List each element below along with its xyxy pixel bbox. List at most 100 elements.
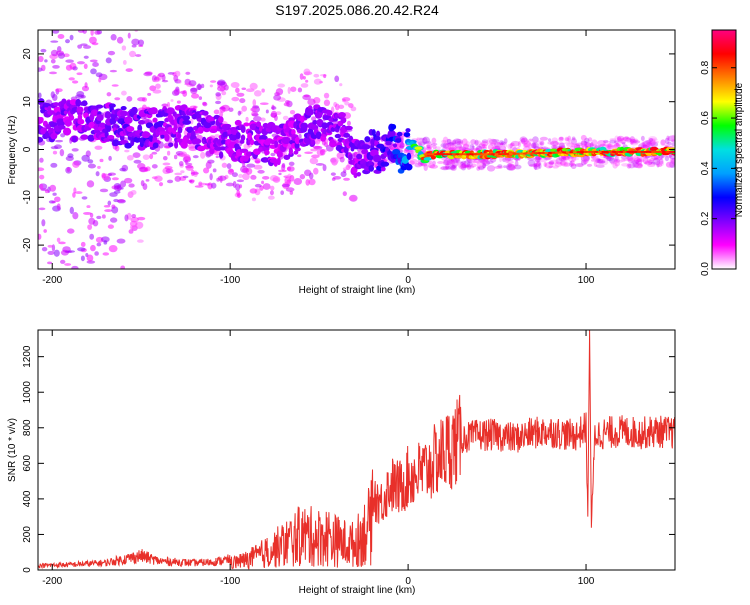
spectrogram-noise-cell <box>449 140 457 147</box>
spectrogram-noise-cell <box>583 158 588 165</box>
spectrogram-noise-cell <box>494 165 503 169</box>
spectrogram-ridge-cell <box>340 116 347 124</box>
spectrogram-noise-cell <box>659 160 664 166</box>
colorbar-ticks: 0.0 0.2 0.4 0.6 0.8 <box>700 60 736 276</box>
spectrogram-ridge-cell <box>197 126 204 134</box>
spectrogram-ridge-cell <box>234 143 240 149</box>
spectrogram-noise-cell <box>111 177 119 181</box>
spectrogram-noise-cell <box>162 155 168 161</box>
spectrogram-noise-cell <box>503 138 508 144</box>
spectrogram-ridge-core <box>640 150 646 153</box>
spectrogram-noise-cell <box>648 141 656 146</box>
spectrogram-noise-cell <box>551 144 558 150</box>
spectrogram-noise-cell <box>251 197 256 202</box>
spectrogram-noise-cell <box>242 167 250 174</box>
spectrogram-noise-cell <box>644 160 650 164</box>
spectrogram-noise-cell <box>599 143 607 147</box>
spectrogram-noise-cell <box>242 162 246 168</box>
spectrogram-ridge-cell <box>63 110 68 115</box>
spectrogram-ridge-cell <box>348 154 353 161</box>
spectrogram-noise-cell <box>636 163 643 169</box>
spectrogram-noise-cell <box>448 164 456 170</box>
spectrogram-noise-cell <box>513 164 522 170</box>
spectrogram-noise-cell <box>221 162 228 168</box>
spectrogram-noise-cell <box>450 165 456 170</box>
spectrogram-noise-cell <box>597 139 606 147</box>
spectrogram-ridge-cell <box>64 119 72 127</box>
spectrogram-noise-cell <box>488 138 498 145</box>
spectrogram-noise-cell <box>66 167 71 173</box>
spectrogram-noise-cell <box>203 167 210 174</box>
snr-x-tick-label: -200 <box>42 576 62 587</box>
spectrogram-noise-cell <box>565 137 570 141</box>
spectrogram-noise-cell <box>311 154 320 159</box>
spectrogram-ridge-cell <box>130 106 138 115</box>
spectrogram-noise-cell <box>290 86 297 92</box>
spectrogram-noise-cell <box>621 163 630 167</box>
spectrogram-noise-cell <box>447 144 457 151</box>
spectrogram-ridge-cell <box>79 106 84 113</box>
spectrogram-ridge-cell <box>53 106 62 114</box>
spectrogram-ridge-cell <box>112 139 120 147</box>
spectrogram-noise-cell <box>82 45 92 49</box>
snr-y-axis-label: SNR (10 * v/v) <box>7 418 18 482</box>
spectrogram-noise-cell <box>117 199 126 204</box>
spectrogram-noise-cell <box>625 137 632 143</box>
spectrogram-noise-cell <box>635 159 643 166</box>
spectrogram-noise-cell <box>658 158 664 165</box>
spectrogram-ridge-cell <box>179 118 185 126</box>
spectrogram-noise-cell <box>608 143 613 148</box>
spectrogram-noise-cell <box>416 137 420 144</box>
spectrogram-noise-cell <box>550 140 559 146</box>
spectrogram-noise-cell <box>544 161 554 169</box>
spectrogram-noise-cell <box>281 183 291 188</box>
spectrogram-noise-cell <box>219 111 224 118</box>
spectrogram-ridge-core <box>426 153 432 156</box>
spectrogram-noise-cell <box>120 180 127 188</box>
spectrogram-noise-cell <box>584 143 594 148</box>
spectrogram-ridge-cell <box>218 116 224 124</box>
spectrogram-ridge-core <box>619 150 625 153</box>
spectrogram-noise-cell <box>176 100 181 104</box>
spectrogram-noise-cell <box>465 141 471 147</box>
spectrogram-noise-cell <box>442 142 450 149</box>
spectrogram-noise-cell <box>627 155 634 162</box>
spectrogram-noise-cell <box>77 44 83 49</box>
spectrogram-noise-cell <box>253 116 262 122</box>
spectrogram-noise-cell <box>560 154 567 162</box>
spectrogram-noise-cell <box>471 163 477 168</box>
spectrogram-noise-cell <box>217 85 226 92</box>
spectrogram-noise-cell <box>173 154 178 160</box>
spectrogram-noise-cell <box>80 94 86 99</box>
spectrogram-ridge-core <box>434 153 440 156</box>
spectrogram-noise-cell <box>478 166 485 170</box>
spectrogram-noise-cell <box>330 157 339 165</box>
spectrogram-ridge-cell <box>380 161 390 167</box>
spectrogram-noise-cell <box>257 169 265 174</box>
spectrogram-ridge-cell <box>293 150 299 155</box>
spectrogram-noise-cell <box>482 146 488 150</box>
spectrogram-noise-cell <box>122 60 127 65</box>
spectrogram-noise-cell <box>241 87 247 91</box>
spectrogram-ridge-cell <box>361 148 369 155</box>
spectrogram-noise-cell <box>670 158 675 164</box>
spectrogram-noise-cell <box>422 136 430 144</box>
spectrogram-noise-cell <box>90 30 94 36</box>
spectrogram-noise-cell <box>646 141 653 146</box>
spectrogram-noise-cell <box>476 161 483 169</box>
spectrogram-noise-cell <box>508 163 516 171</box>
spectrogram-noise-cell <box>453 138 462 145</box>
spectrogram-noise-cell <box>614 144 621 148</box>
spectrogram-noise-cell <box>86 205 91 209</box>
spectrogram-noise-cell <box>323 99 331 107</box>
spectrogram-noise-cell <box>566 142 575 148</box>
spectrogram-noise-cell <box>571 136 576 141</box>
spectrogram-noise-cell <box>99 188 109 193</box>
spectrogram-noise-cell <box>113 185 123 192</box>
spectrogram-noise-cell <box>303 71 313 76</box>
spectrogram-noise-cell <box>348 103 354 108</box>
spectrogram-noise-cell <box>253 164 263 170</box>
spectrogram-noise-cell <box>466 165 475 169</box>
